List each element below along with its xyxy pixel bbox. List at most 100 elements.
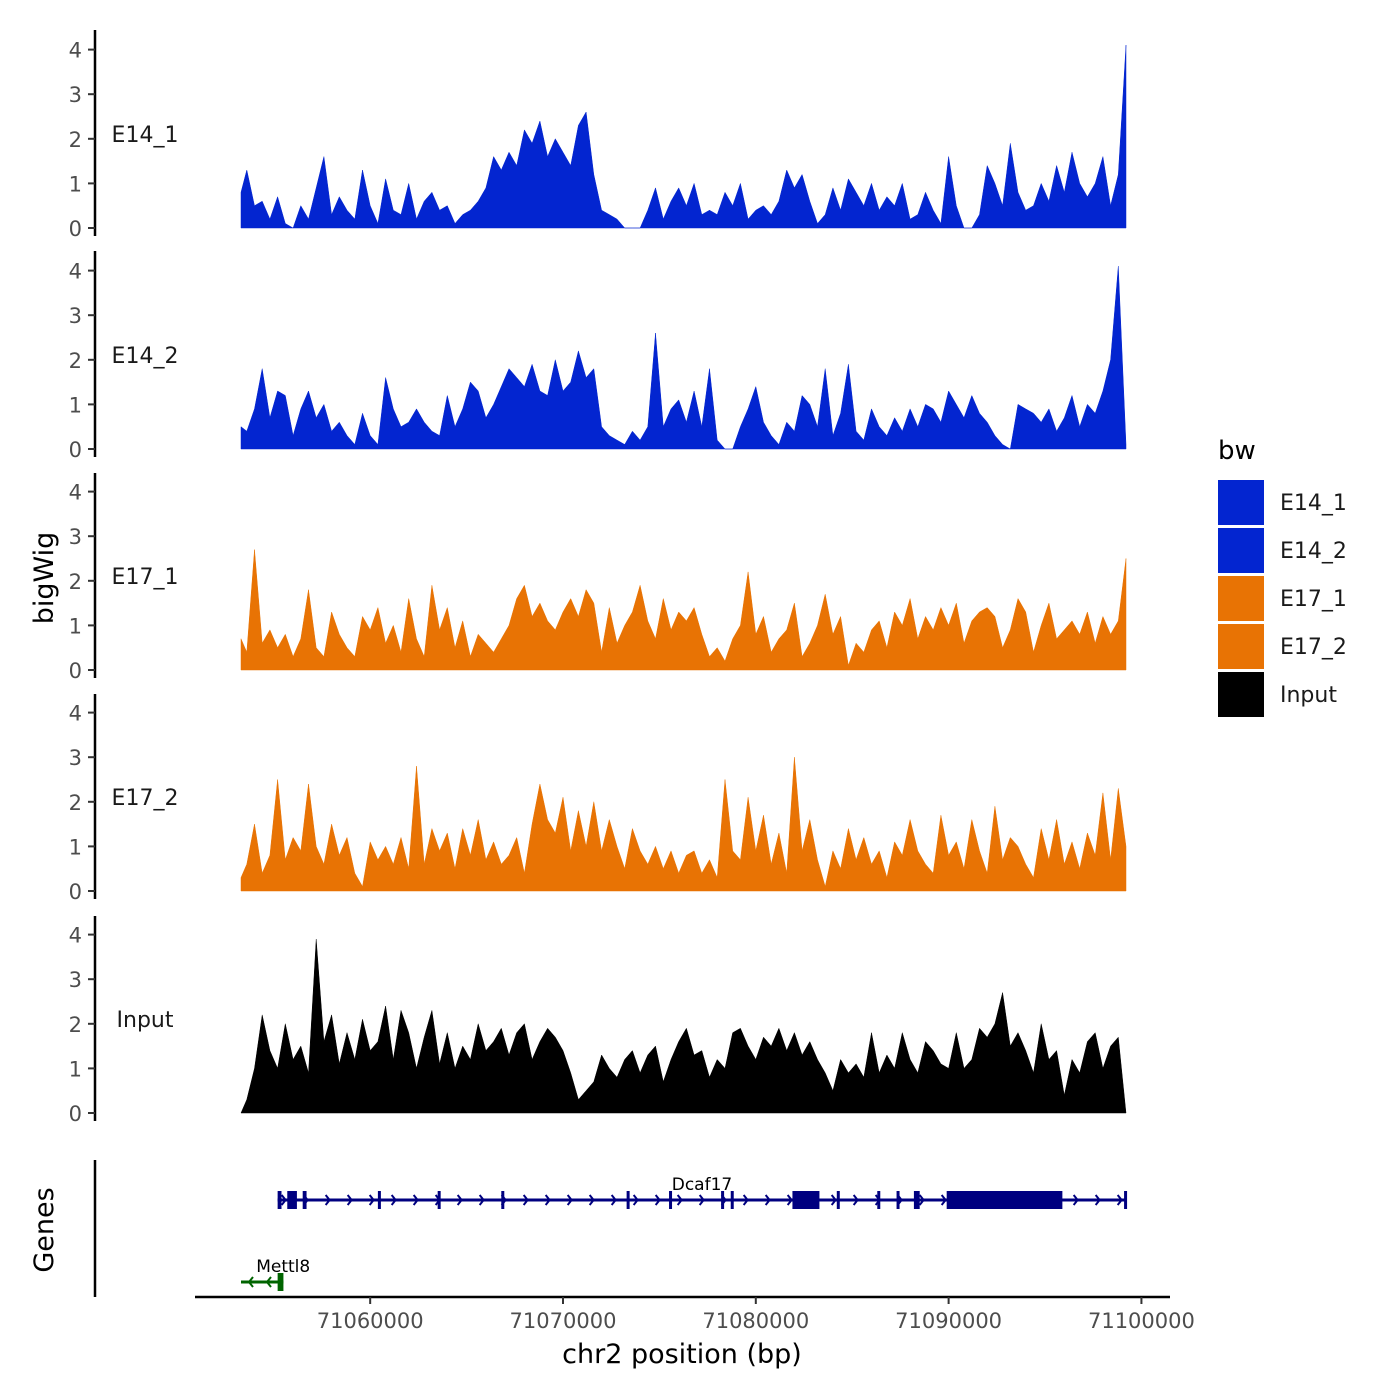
legend-label: Input (1280, 683, 1337, 708)
strand-arrow (324, 1194, 331, 1206)
y-tick-label: 2 (69, 349, 82, 373)
legend-swatch (1218, 528, 1264, 573)
strand-arrow (654, 1194, 661, 1206)
exon (287, 1191, 297, 1209)
exon (913, 1191, 920, 1209)
x-tick-label: 71070000 (510, 1309, 617, 1333)
signal-area-E17_2 (240, 757, 1127, 892)
legend-title: bw (1218, 436, 1256, 466)
y-tick-label: 3 (69, 746, 82, 770)
exon (896, 1191, 900, 1209)
y-tick-label: 2 (69, 128, 82, 152)
strand-arrow (610, 1194, 617, 1206)
y-tick-label: 0 (69, 1102, 82, 1126)
track-E17_2: 0 1 2 3 4 E17_2 (69, 694, 1127, 904)
exon (730, 1191, 734, 1209)
legend-swatch (1218, 576, 1264, 621)
signal-area-Input (240, 939, 1127, 1114)
strand-arrow (412, 1194, 419, 1206)
strand-arrow (390, 1194, 397, 1206)
strand-arrow (1072, 1194, 1079, 1206)
y-tick-label: 4 (69, 481, 82, 505)
strand-arrow (786, 1194, 793, 1206)
exon (836, 1191, 840, 1209)
y-tick-label: 0 (69, 217, 82, 241)
track-E14_2: 0 1 2 3 4 E14_2 (69, 251, 1127, 462)
x-tick-label: 71060000 (317, 1309, 424, 1333)
y-tick-label: 2 (69, 791, 82, 815)
legend: bw E14_1 E14_2 E17_1 E17_2 Input (1218, 436, 1347, 717)
exon (721, 1191, 725, 1209)
x-axis: 71060000 71070000 71080000 71090000 71100000 (195, 1295, 1195, 1333)
strand-arrow (265, 1276, 272, 1288)
legend-label: E14_2 (1280, 539, 1347, 564)
strand-arrow (346, 1194, 353, 1206)
y-tick-label: 2 (69, 570, 82, 594)
y-axis-title: bigWig (29, 532, 60, 625)
strand-arrow (764, 1194, 771, 1206)
exon (437, 1191, 441, 1209)
legend-label: E17_2 (1280, 635, 1347, 660)
track-label: E14_2 (112, 344, 179, 369)
x-tick-label: 71100000 (1088, 1309, 1195, 1333)
y-tick-label: 3 (69, 304, 82, 328)
exon (669, 1191, 673, 1209)
strand-arrow (918, 1194, 925, 1206)
strand-arrow (522, 1194, 529, 1206)
legend-swatch (1218, 480, 1264, 525)
y-tick-label: 3 (69, 968, 82, 992)
signal-area-E14_1 (240, 45, 1127, 229)
y-tick-label: 4 (69, 39, 82, 63)
exon (626, 1191, 630, 1209)
tracks-layer: 0 1 2 3 4 E14_1 0 1 2 3 4 E14_2 0 1 2 3 4 E17_1 0 1 2 3 4 E17_2… (69, 30, 1127, 1126)
exon (277, 1191, 282, 1209)
legend-label: E17_1 (1280, 587, 1347, 612)
y-tick-label: 0 (69, 659, 82, 683)
y-tick-label: 3 (69, 83, 82, 107)
y-tick-label: 1 (69, 835, 82, 859)
y-tick-label: 2 (69, 1013, 82, 1037)
exon (302, 1191, 307, 1209)
y-tick-label: 1 (69, 393, 82, 417)
y-tick-label: 0 (69, 880, 82, 904)
strand-arrow (698, 1194, 705, 1206)
strand-arrow (632, 1194, 639, 1206)
x-tick-label: 71090000 (895, 1309, 1002, 1333)
y-tick-label: 4 (69, 260, 82, 284)
x-tick-label: 71080000 (702, 1309, 809, 1333)
y-tick-label: 4 (69, 924, 82, 948)
strand-arrow (478, 1194, 485, 1206)
genes-layer: Genes Dcaf17 Mettl8 (29, 1160, 1128, 1297)
legend-item-E14_1: E14_1 (1218, 480, 1347, 525)
signal-area-E14_2 (240, 266, 1127, 450)
y-tick-label: 1 (69, 1057, 82, 1081)
legend-item-E17_2: E17_2 (1218, 624, 1347, 669)
y-tick-label: 1 (69, 614, 82, 638)
track-Input: 0 1 2 3 4 Input (69, 916, 1127, 1126)
gene-Dcaf17: Dcaf17 (277, 1175, 1128, 1209)
gene-label: Mettl8 (256, 1257, 310, 1277)
legend-swatch (1218, 672, 1264, 717)
legend-item-E17_1: E17_1 (1218, 576, 1347, 621)
strand-arrow (544, 1194, 551, 1206)
strand-arrow (742, 1194, 749, 1206)
strand-arrow (830, 1194, 837, 1206)
y-tick-label: 1 (69, 172, 82, 196)
legend-label: E14_1 (1280, 491, 1347, 516)
exon (946, 1191, 1063, 1209)
exon (1124, 1191, 1128, 1209)
strand-arrow (852, 1194, 859, 1206)
strand-arrow (1116, 1194, 1123, 1206)
strand-arrow (940, 1194, 947, 1206)
exon (792, 1191, 820, 1209)
track-E14_1: 0 1 2 3 4 E14_1 (69, 30, 1127, 241)
track-label: E17_1 (112, 565, 179, 590)
gene-Mettl8: Mettl8 (241, 1257, 310, 1291)
y-tick-label: 3 (69, 525, 82, 549)
strand-arrow (588, 1194, 595, 1206)
legend-item-E14_2: E14_2 (1218, 528, 1347, 573)
strand-arrow (456, 1194, 463, 1206)
strand-arrow (368, 1194, 375, 1206)
legend-swatch (1218, 624, 1264, 669)
legend-item-Input: Input (1218, 672, 1337, 717)
